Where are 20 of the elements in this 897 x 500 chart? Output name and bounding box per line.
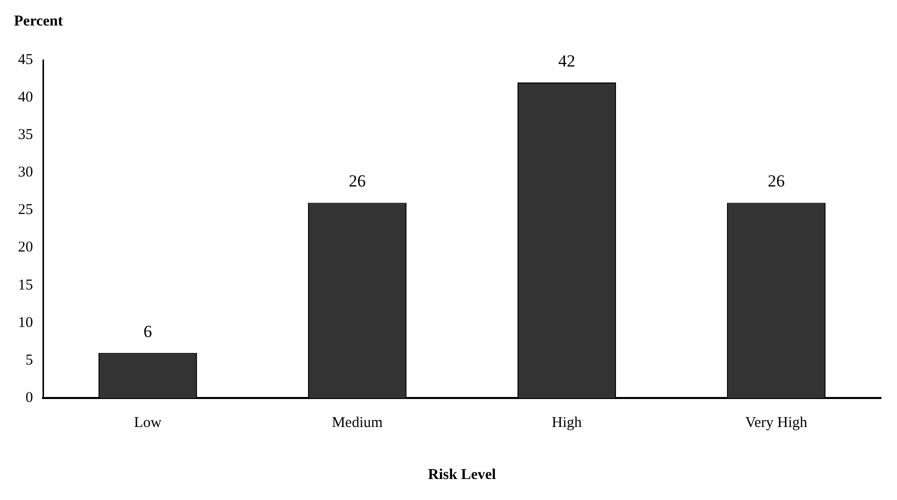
x-tick-label: Medium — [332, 414, 383, 431]
x-tick-label: Low — [134, 414, 162, 431]
x-axis-title: Risk Level — [428, 466, 496, 483]
data-label: 42 — [558, 52, 576, 70]
y-tick-label: 20 — [18, 240, 33, 256]
y-tick-label: 10 — [18, 314, 33, 331]
data-label: 26 — [348, 172, 366, 191]
x-tick-label: Very High — [745, 414, 808, 431]
y-tick-label: 35 — [18, 127, 33, 144]
data-label: 6 — [144, 322, 152, 341]
y-tick-label: 40 — [18, 89, 33, 106]
y-axis-title: Percent — [14, 13, 63, 30]
y-tick-label: 0 — [26, 390, 33, 406]
y-tick-label: 15 — [18, 277, 33, 294]
y-tick-label: 30 — [18, 164, 33, 181]
y-tick-label: 45 — [18, 52, 33, 68]
x-tick-label: High — [552, 414, 582, 431]
y-tick-label: 25 — [18, 202, 33, 218]
data-label: 26 — [768, 172, 785, 191]
y-tick-label: 5 — [26, 352, 33, 368]
